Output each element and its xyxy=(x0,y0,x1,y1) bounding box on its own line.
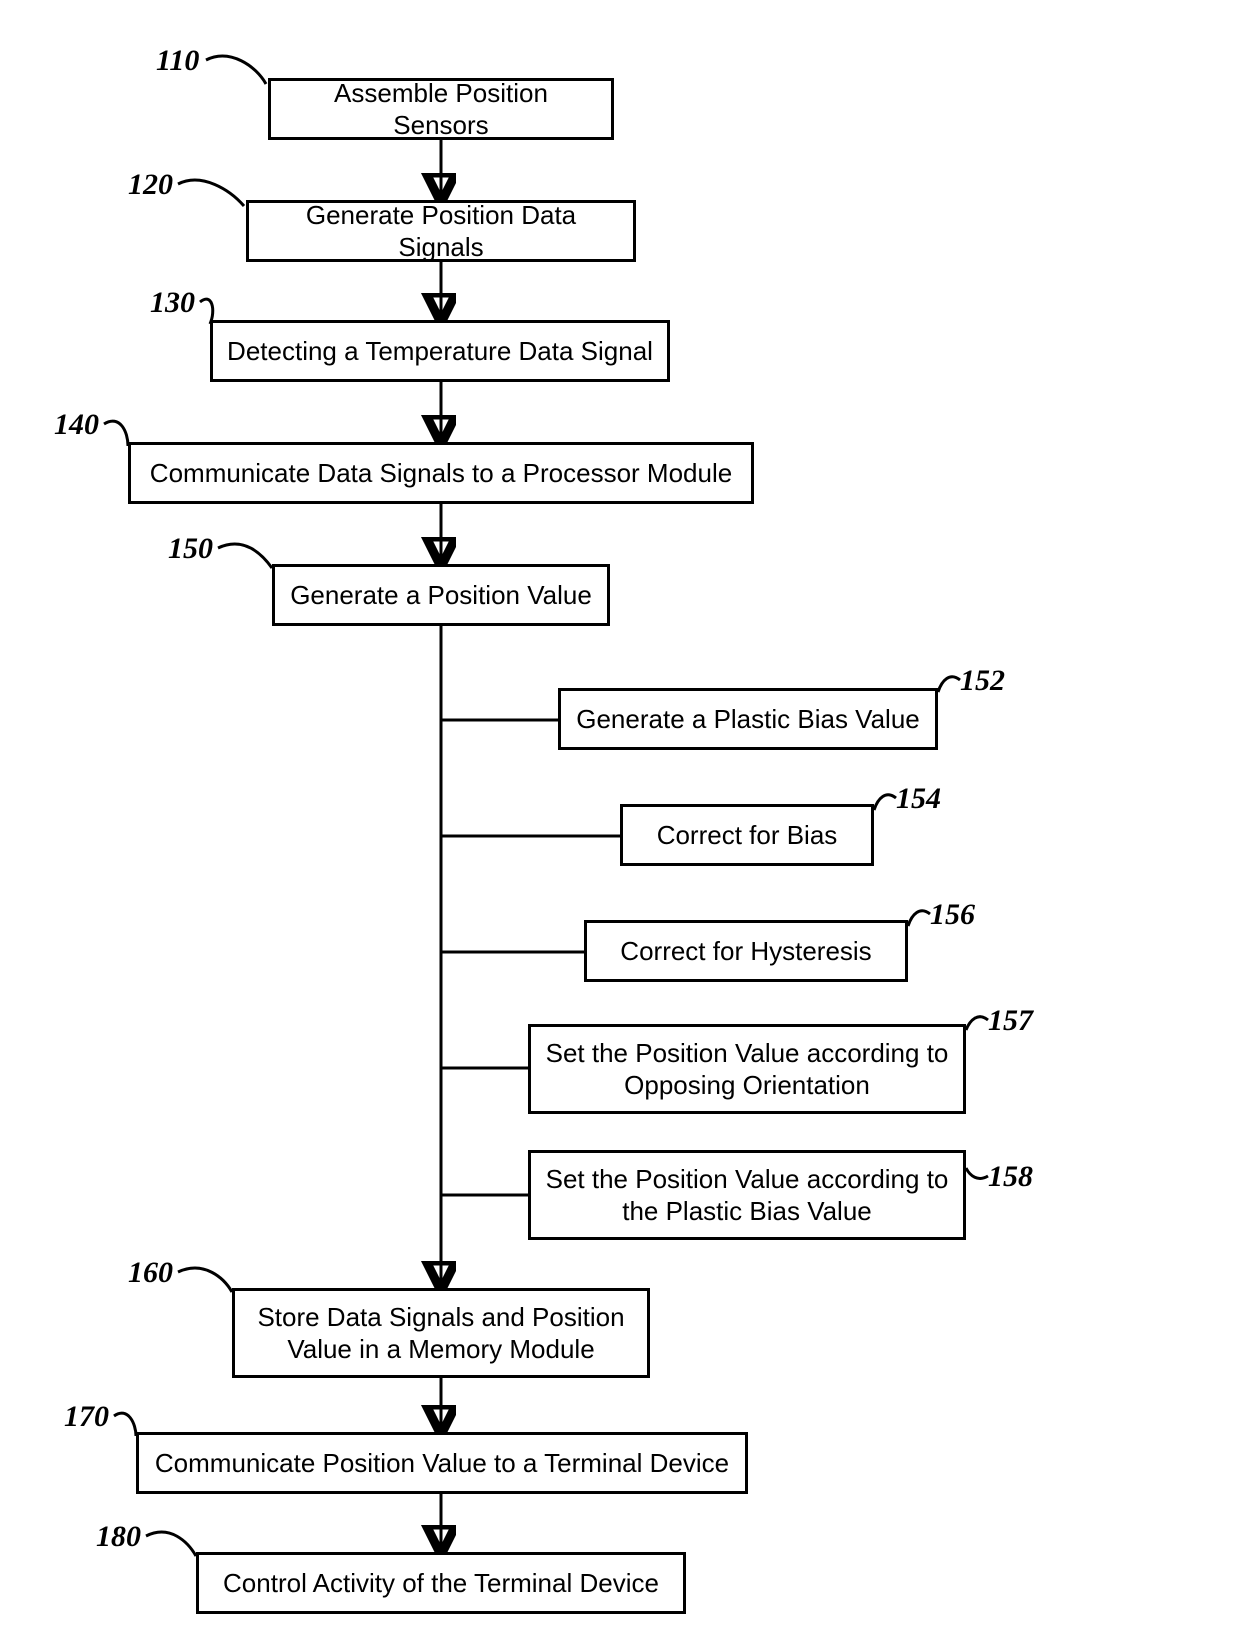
node-text: Correct for Bias xyxy=(657,819,838,852)
flowchart-node-n130: Detecting a Temperature Data Signal xyxy=(210,320,670,382)
node-label-n120: 120 xyxy=(128,168,173,202)
node-text: Generate Position Data Signals xyxy=(263,199,619,264)
node-text: Control Activity of the Terminal Device xyxy=(223,1567,659,1600)
flowchart-node-n157: Set the Position Value according to Oppo… xyxy=(528,1024,966,1114)
node-label-n130: 130 xyxy=(150,286,195,320)
node-text: Correct for Hysteresis xyxy=(620,935,871,968)
flowchart-node-n152: Generate a Plastic Bias Value xyxy=(558,688,938,750)
flowchart-node-n110: Assemble Position Sensors xyxy=(268,78,614,140)
flowchart-node-n140: Communicate Data Signals to a Processor … xyxy=(128,442,754,504)
node-label-n150: 150 xyxy=(168,532,213,566)
node-text: Communicate Data Signals to a Processor … xyxy=(150,457,732,490)
node-text: Communicate Position Value to a Terminal… xyxy=(155,1447,729,1480)
node-text: Generate a Plastic Bias Value xyxy=(576,703,919,736)
node-text: Generate a Position Value xyxy=(290,579,592,612)
node-label-n170: 170 xyxy=(64,1400,109,1434)
node-label-n140: 140 xyxy=(54,408,99,442)
node-label-n180: 180 xyxy=(96,1520,141,1554)
flowchart-node-n120: Generate Position Data Signals xyxy=(246,200,636,262)
node-label-n154: 154 xyxy=(896,782,941,816)
flowchart-node-n158: Set the Position Value according to the … xyxy=(528,1150,966,1240)
flowchart-node-n160: Store Data Signals and Position Value in… xyxy=(232,1288,650,1378)
node-label-n152: 152 xyxy=(960,664,1005,698)
flowchart-node-n154: Correct for Bias xyxy=(620,804,874,866)
flowchart-node-n150: Generate a Position Value xyxy=(272,564,610,626)
node-text: Store Data Signals and Position Value in… xyxy=(249,1301,633,1366)
flowchart-node-n156: Correct for Hysteresis xyxy=(584,920,908,982)
flowchart-node-n180: Control Activity of the Terminal Device xyxy=(196,1552,686,1614)
flowchart-node-n170: Communicate Position Value to a Terminal… xyxy=(136,1432,748,1494)
node-label-n110: 110 xyxy=(156,44,199,78)
node-label-n157: 157 xyxy=(988,1004,1033,1038)
node-text: Set the Position Value according to the … xyxy=(545,1163,949,1228)
node-label-n158: 158 xyxy=(988,1160,1033,1194)
node-text: Set the Position Value according to Oppo… xyxy=(545,1037,949,1102)
flowchart-canvas: Assemble Position Sensors 110 Generate Pos… xyxy=(0,0,1240,1646)
node-text: Detecting a Temperature Data Signal xyxy=(227,335,653,368)
node-label-n156: 156 xyxy=(930,898,975,932)
node-label-n160: 160 xyxy=(128,1256,173,1290)
node-text: Assemble Position Sensors xyxy=(285,77,597,142)
